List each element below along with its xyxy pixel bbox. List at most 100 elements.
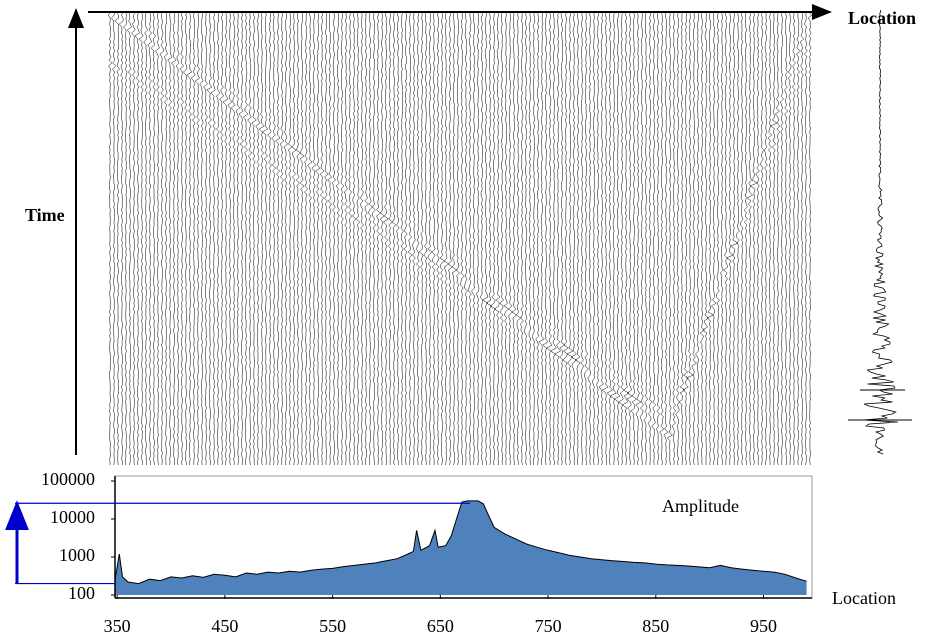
x-tick-label: 450 — [211, 616, 238, 633]
seismic-trace — [348, 11, 353, 466]
seismic-trace — [359, 11, 364, 466]
seismic-trace — [538, 11, 545, 465]
seismic-trace — [392, 11, 397, 466]
seismic-trace — [396, 12, 400, 466]
seismic-trace — [451, 11, 458, 466]
seismic-trace — [635, 11, 642, 466]
seismic-trace — [262, 11, 269, 466]
x-tick-label: 850 — [642, 616, 669, 633]
seismic-trace — [167, 11, 173, 466]
seismic-trace — [206, 11, 213, 466]
x-axis-label: Location — [832, 588, 896, 608]
seismic-trace — [407, 12, 413, 466]
seismic-trace — [372, 11, 377, 466]
seismic-trace — [352, 11, 357, 466]
seismic-trace — [107, 11, 113, 465]
series-label: Amplitude — [662, 496, 739, 516]
seismic-trace — [291, 11, 297, 466]
seismic-trace — [203, 11, 208, 466]
seismic-trace — [163, 12, 169, 465]
seismic-trace — [210, 11, 216, 466]
y-tick-label: 100 — [68, 583, 95, 603]
seismic-trace — [639, 12, 644, 466]
seismic-trace — [562, 11, 569, 466]
seismic-trace — [416, 11, 420, 466]
seismic-trace — [335, 11, 340, 466]
seismic-trace — [489, 11, 496, 466]
amplitude-line — [114, 500, 807, 585]
seismic-trace — [171, 11, 177, 466]
seismic-trace — [304, 11, 309, 466]
seismic-trace — [314, 11, 321, 466]
seismic-trace — [685, 11, 694, 466]
seismic-trace — [587, 11, 592, 466]
seismic-trace — [143, 11, 148, 466]
seismic-trace — [194, 11, 201, 466]
seismic-trace — [159, 12, 165, 466]
seismic-trace — [343, 11, 348, 466]
amplitude-chart: 100 1000 10000 100000 350 450 550 650 750 850 950 — [4, 469, 812, 633]
seismic-trace — [134, 11, 140, 466]
seismic-trace — [114, 11, 120, 466]
seismic-trace — [485, 11, 493, 466]
seismic-trace — [400, 11, 404, 466]
seismic-trace — [803, 11, 808, 466]
seismic-trace — [319, 11, 325, 466]
seismic-trace — [147, 11, 152, 466]
seismic-trace — [468, 11, 472, 466]
seismic-trace — [418, 11, 424, 466]
y-tick-label: 100000 — [41, 469, 95, 489]
seismic-trace — [423, 11, 428, 466]
seismic-trace — [376, 11, 381, 466]
seismic-trace — [749, 11, 758, 466]
seismic-trace — [763, 11, 768, 465]
seismic-trace — [784, 11, 789, 466]
time-label: Time — [25, 205, 65, 225]
seismic-trace — [515, 11, 522, 466]
seismic-trace — [271, 11, 277, 466]
seismic-trace — [186, 11, 193, 466]
seismic-trace — [435, 11, 440, 466]
seismic-trace — [807, 11, 813, 466]
seismic-trace — [179, 11, 185, 466]
seismic-trace — [682, 11, 689, 466]
seismic-trace — [412, 11, 416, 466]
seismic-section — [107, 9, 912, 466]
seismic-trace — [331, 11, 336, 465]
seismic-trace — [324, 11, 329, 466]
seismic-trace — [726, 11, 734, 466]
seismic-trace — [570, 11, 578, 466]
seismic-trace — [609, 11, 617, 466]
seismic-trace — [403, 11, 408, 466]
seismic-trace — [131, 11, 136, 466]
seismic-trace — [580, 11, 585, 466]
seismic-trace — [476, 11, 480, 466]
seismic-trace — [554, 11, 561, 466]
seismic-trace — [460, 11, 465, 466]
seismic-trace — [118, 11, 124, 466]
seismic-trace — [630, 11, 637, 466]
seismic-trace — [711, 11, 717, 466]
seismic-trace — [618, 11, 625, 466]
seismic-trace — [520, 11, 524, 466]
seismic-trace — [559, 11, 566, 466]
seismic-trace — [183, 11, 188, 466]
seismic-trace — [651, 11, 657, 466]
seismic-trace — [471, 11, 476, 466]
seismic-trace — [388, 11, 393, 466]
seismic-trace — [598, 11, 604, 466]
seismic-trace — [443, 11, 450, 466]
seismic-trace — [222, 11, 229, 466]
seismic-trace — [123, 11, 128, 465]
seismic-trace — [448, 11, 453, 466]
seismic-trace — [355, 11, 361, 466]
seismic-trace — [656, 11, 661, 466]
seismic-trace — [258, 11, 265, 466]
seismic-trace — [227, 11, 233, 466]
seismic-trace — [787, 11, 792, 466]
seismic-trace — [299, 11, 305, 466]
seismic-trace — [126, 11, 132, 466]
seismic-trace — [499, 11, 504, 466]
seismic-trace — [592, 11, 596, 466]
